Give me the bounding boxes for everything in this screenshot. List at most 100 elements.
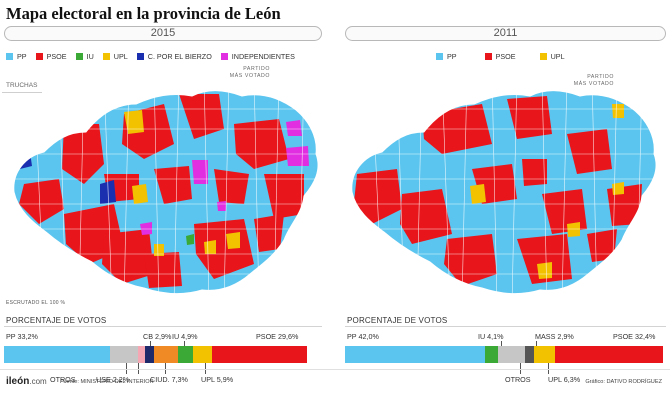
region-independientes xyxy=(286,120,302,136)
legend-2015: PP PSOE IU UPL C. POR EL BIERZO INDEPEND… xyxy=(6,52,304,61)
region-upl xyxy=(226,232,240,249)
region-upl xyxy=(124,110,144,134)
legend-swatch xyxy=(6,53,13,60)
tick-ciud-2015 xyxy=(165,363,166,374)
footer-divider xyxy=(0,369,670,370)
label-psoe-2015: PSOE 29,6% xyxy=(256,332,299,341)
legend-item-pp: PP xyxy=(436,52,457,61)
legend-swatch xyxy=(35,53,43,60)
bar-segment-ciud xyxy=(154,346,178,363)
municipal-borders xyxy=(14,90,319,294)
legend-2011: PP PSOE UPL xyxy=(436,52,574,61)
province-outline xyxy=(351,90,657,295)
legend-item-iu: IU xyxy=(75,52,94,61)
year-label-2011: 2011 xyxy=(493,27,518,39)
region-psoe xyxy=(179,94,224,139)
municipal-borders xyxy=(352,90,657,294)
region-psoe xyxy=(234,119,289,169)
legend-item-upl: UPL xyxy=(539,52,565,61)
partido-line2: MÁS VOTADO xyxy=(573,81,614,87)
graphic-credit: Gráfico: DATIVO RODRÍGUEZ xyxy=(585,379,662,385)
legend-swatch xyxy=(436,53,443,60)
label-upl-2011: UPL 6,3% xyxy=(548,375,581,384)
region-psoe xyxy=(444,234,497,286)
region-independientes xyxy=(286,146,309,166)
region-psoe xyxy=(567,129,612,174)
tick-iu-2015 xyxy=(184,341,185,346)
bar-segment-upl xyxy=(193,346,213,363)
bar-segment-mass xyxy=(524,346,535,363)
region-upl xyxy=(612,104,624,118)
region-psoe xyxy=(607,184,642,226)
region-cb xyxy=(18,152,32,169)
region-independientes xyxy=(217,201,226,211)
region-psoe xyxy=(507,96,552,139)
legend-label: IU xyxy=(86,52,94,61)
porcentaje-title-2015: PORCENTAJE DE VOTOS xyxy=(6,316,107,325)
legend-label: UPL xyxy=(550,52,565,61)
legend-label: C. POR EL BIERZO xyxy=(147,52,212,61)
legend-item-independientes: INDEPENDIENTES xyxy=(220,52,295,61)
escrutado-label: ESCRUTADO EL 100 % xyxy=(6,300,66,306)
region-iu xyxy=(186,234,194,245)
region-psoe xyxy=(587,229,617,262)
region-upl xyxy=(470,184,486,204)
region-upl xyxy=(567,222,580,237)
legend-swatch xyxy=(484,53,492,60)
bar-segment-otros xyxy=(498,346,525,363)
porcentaje-title-2011: PORCENTAJE DE VOTOS xyxy=(347,316,448,325)
region-psoe xyxy=(354,169,402,224)
year-label-2015: 2015 xyxy=(150,27,176,39)
region-upl xyxy=(537,262,552,279)
site-logo: ileón.com xyxy=(6,376,47,387)
region-psoe xyxy=(102,229,154,284)
porcentaje-divider-2011 xyxy=(345,326,666,327)
truchas-leader-line xyxy=(2,92,42,93)
legend-item-upl: UPL xyxy=(102,52,128,61)
bar-segment-cb xyxy=(144,346,155,363)
map-2011 xyxy=(351,90,657,295)
page-title: Mapa electoral en la provincia de León xyxy=(6,4,281,23)
legend-label: PSOE xyxy=(46,52,67,61)
truchas-label: TRUCHAS xyxy=(6,82,38,89)
province-outline xyxy=(13,90,319,295)
partido-mas-votado-2015: PARTIDO MÁS VOTADO xyxy=(214,66,270,80)
tick-cb-2015 xyxy=(150,341,151,346)
legend-label: PP xyxy=(17,52,27,61)
tick-upl-2011 xyxy=(548,363,549,374)
region-psoe xyxy=(264,174,304,219)
region-psoe xyxy=(400,189,452,244)
bar-segment-pp xyxy=(345,346,485,363)
label-otros-2011: OTROS xyxy=(505,375,531,384)
bar-segment-psoe xyxy=(555,346,663,363)
bar-segment-iu xyxy=(177,346,194,363)
legend-swatch xyxy=(220,53,228,60)
region-psoe xyxy=(144,252,182,288)
legend-item-psoe: PSOE xyxy=(484,52,516,61)
tick-upl-2015 xyxy=(205,363,206,374)
legend-swatch xyxy=(75,53,83,60)
tick-otros-2011 xyxy=(520,363,521,374)
region-upl xyxy=(204,240,216,254)
region-psoe xyxy=(19,179,64,224)
legend-item-psoe: PSOE xyxy=(35,52,67,61)
region-upl xyxy=(612,182,624,195)
bar-segment-upl xyxy=(534,346,556,363)
legend-swatch xyxy=(539,53,547,60)
porcentaje-divider-2015 xyxy=(4,326,322,327)
label-iu-2015: IU 4,9% xyxy=(172,332,198,341)
region-upl xyxy=(132,184,148,204)
legend-label: INDEPENDIENTES xyxy=(231,52,295,61)
legend-label: UPL xyxy=(113,52,128,61)
year-bar-2015: 2015 xyxy=(4,26,322,41)
label-use-2015: USE 2,2% xyxy=(96,375,130,384)
partido-line1: PARTIDO xyxy=(243,66,270,72)
label-pp-2011: PP 42,0% xyxy=(347,332,379,341)
region-psoe xyxy=(522,159,547,186)
region-psoe xyxy=(517,234,572,284)
vote-bar-2011 xyxy=(345,346,663,363)
bar-segment-otros xyxy=(110,346,138,363)
label-pp-2015: PP 33,2% xyxy=(6,332,38,341)
region-upl xyxy=(154,244,164,256)
label-iu-2011: IU 4,1% xyxy=(478,332,504,341)
